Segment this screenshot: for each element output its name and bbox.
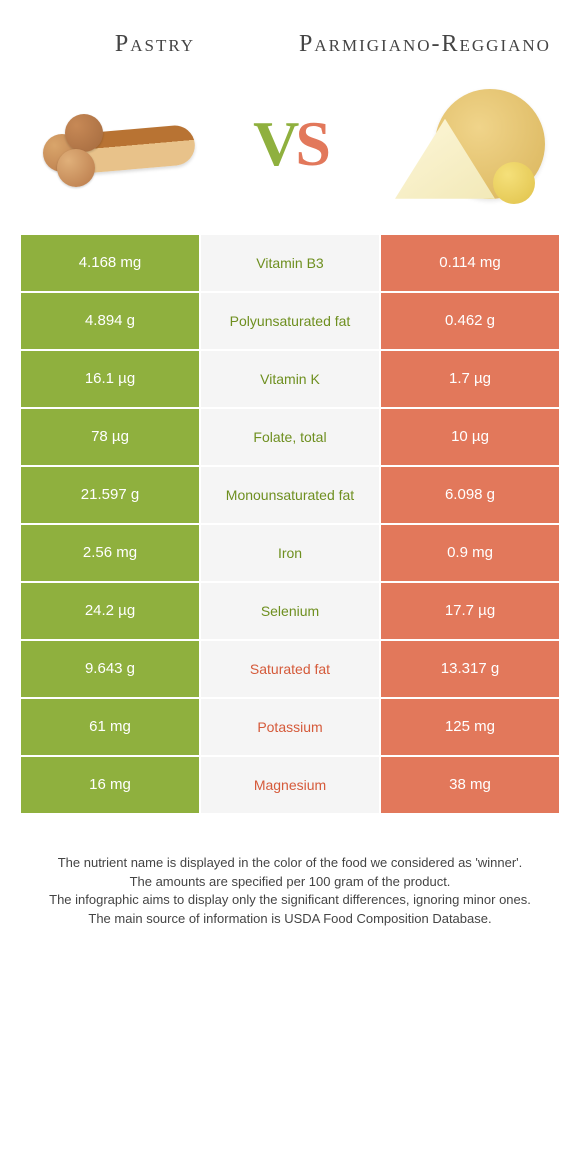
value-left: 16.1 µg xyxy=(20,350,200,408)
table-row: 61 mgPotassium125 mg xyxy=(20,698,560,756)
images-row: VS xyxy=(0,69,580,234)
macaron-icon xyxy=(65,114,103,152)
vs-s-letter: S xyxy=(295,108,327,179)
value-left: 2.56 mg xyxy=(20,524,200,582)
table-row: 2.56 mgIron0.9 mg xyxy=(20,524,560,582)
value-left: 9.643 g xyxy=(20,640,200,698)
nutrient-label: Vitamin B3 xyxy=(200,234,380,292)
nutrient-label: Polyunsaturated fat xyxy=(200,292,380,350)
nutrient-label: Magnesium xyxy=(200,756,380,814)
table-row: 16 mgMagnesium38 mg xyxy=(20,756,560,814)
value-right: 0.9 mg xyxy=(380,524,560,582)
footnote-line: The amounts are specified per 100 gram o… xyxy=(30,873,550,892)
value-right: 0.462 g xyxy=(380,292,560,350)
table-row: 21.597 gMonounsaturated fat6.098 g xyxy=(20,466,560,524)
value-right: 13.317 g xyxy=(380,640,560,698)
value-left: 24.2 µg xyxy=(20,582,200,640)
nutrient-label: Selenium xyxy=(200,582,380,640)
vs-v-letter: V xyxy=(253,108,295,179)
nutrient-label: Vitamin K xyxy=(200,350,380,408)
nutrient-label: Saturated fat xyxy=(200,640,380,698)
nutrient-label: Iron xyxy=(200,524,380,582)
value-right: 125 mg xyxy=(380,698,560,756)
table-row: 4.168 mgVitamin B30.114 mg xyxy=(20,234,560,292)
value-left: 4.894 g xyxy=(20,292,200,350)
value-right: 6.098 g xyxy=(380,466,560,524)
vs-badge: VS xyxy=(253,107,327,181)
value-left: 78 µg xyxy=(20,408,200,466)
title-left: Pastry xyxy=(20,30,290,59)
table-row: 9.643 gSaturated fat13.317 g xyxy=(20,640,560,698)
footnotes: The nutrient name is displayed in the co… xyxy=(30,854,550,929)
value-left: 4.168 mg xyxy=(20,234,200,292)
pastry-image xyxy=(30,79,200,209)
value-right: 38 mg xyxy=(380,756,560,814)
value-right: 17.7 µg xyxy=(380,582,560,640)
value-left: 61 mg xyxy=(20,698,200,756)
value-left: 16 mg xyxy=(20,756,200,814)
footnote-line: The nutrient name is displayed in the co… xyxy=(30,854,550,873)
footnote-line: The infographic aims to display only the… xyxy=(30,891,550,910)
value-left: 21.597 g xyxy=(20,466,200,524)
value-right: 1.7 µg xyxy=(380,350,560,408)
nutrient-label: Monounsaturated fat xyxy=(200,466,380,524)
value-right: 0.114 mg xyxy=(380,234,560,292)
table-row: 24.2 µgSelenium17.7 µg xyxy=(20,582,560,640)
macaron-icon xyxy=(57,149,95,187)
nutrient-table: 4.168 mgVitamin B30.114 mg4.894 gPolyuns… xyxy=(20,234,560,814)
cheese-chip-icon xyxy=(493,162,535,204)
header: Pastry Parmigiano-Reggiano xyxy=(0,0,580,69)
table-row: 78 µgFolate, total10 µg xyxy=(20,408,560,466)
footnote-line: The main source of information is USDA F… xyxy=(30,910,550,929)
nutrient-label: Folate, total xyxy=(200,408,380,466)
value-right: 10 µg xyxy=(380,408,560,466)
table-row: 16.1 µgVitamin K1.7 µg xyxy=(20,350,560,408)
title-right: Parmigiano-Reggiano xyxy=(290,30,560,59)
table-row: 4.894 gPolyunsaturated fat0.462 g xyxy=(20,292,560,350)
nutrient-label: Potassium xyxy=(200,698,380,756)
parmigiano-image xyxy=(380,79,550,209)
